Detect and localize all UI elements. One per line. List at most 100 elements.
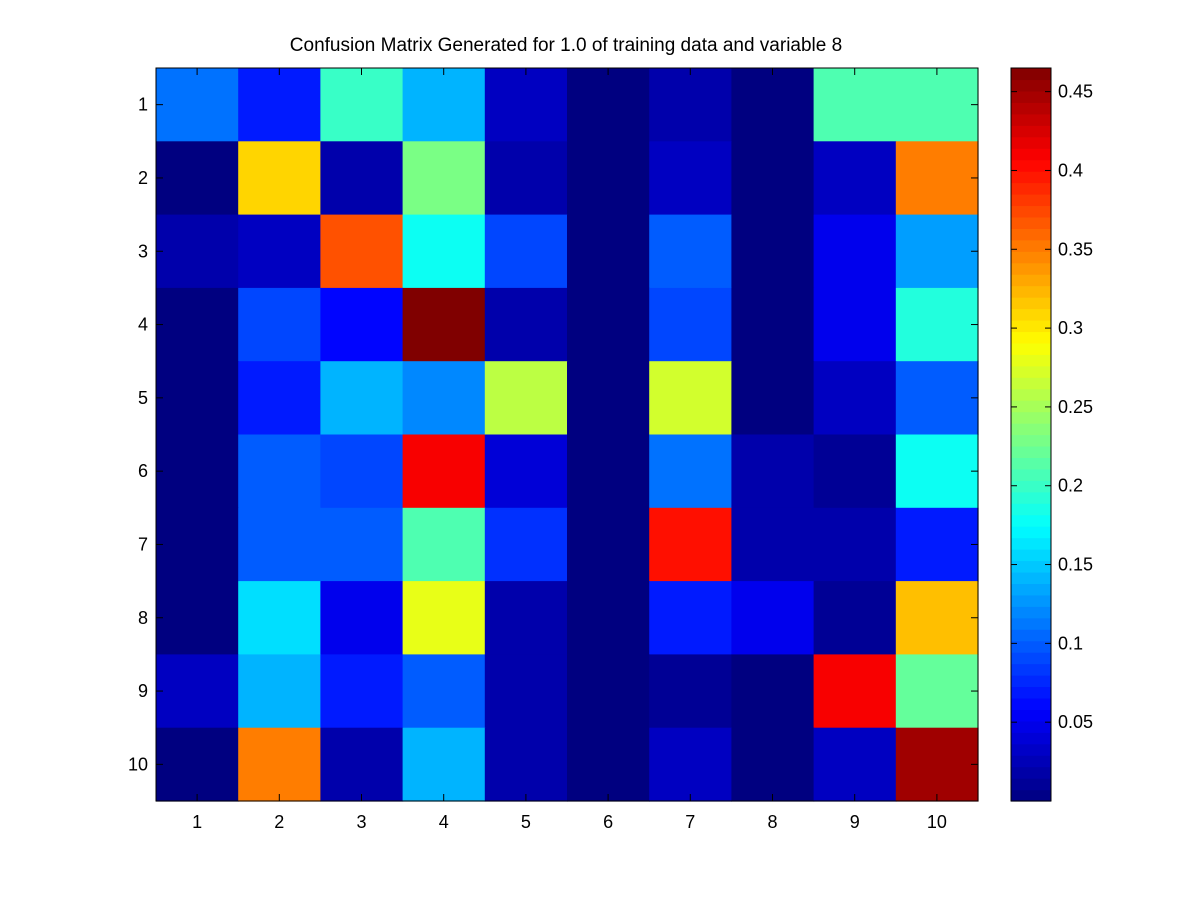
cell-r6-c10 [895, 434, 979, 509]
x-axis-ticks: 1 2 3 4 5 6 7 8 9 10 [192, 68, 947, 832]
cell-r9-c3 [320, 654, 404, 729]
y-tick-label: 3 [138, 241, 148, 261]
cell-r3-c4 [402, 214, 486, 289]
colorbar-segment [1011, 766, 1051, 779]
colorbar-segment [1011, 285, 1051, 298]
x-tick-label: 3 [356, 812, 366, 832]
colorbar-tick-label: 0.3 [1058, 318, 1083, 338]
cell-r8-c2 [238, 581, 321, 655]
colorbar-segment [1011, 652, 1051, 665]
cell-r8-c10 [895, 581, 979, 655]
cell-r6-c9 [813, 434, 897, 509]
colorbar-segment [1011, 331, 1051, 344]
colorbar-segment [1011, 171, 1051, 184]
cell-r3-c8 [731, 214, 815, 289]
cell-r5-c4 [402, 361, 486, 436]
cell-r7-c6 [567, 507, 650, 582]
cell-r10-c7 [649, 727, 732, 802]
colorbar-segment [1011, 400, 1051, 413]
colorbar-frame [1010, 67, 1052, 802]
colorbar-segment [1011, 686, 1051, 699]
colorbar-segment [1011, 709, 1051, 722]
cell-r7-c3 [320, 507, 404, 582]
heatmap-cells [156, 68, 979, 802]
cell-r10-c1 [156, 727, 239, 802]
colorbar-tick-label: 0.25 [1058, 397, 1093, 417]
cell-r9-c2 [238, 654, 321, 729]
cell-r9-c9 [813, 654, 897, 729]
colorbar-tick-label: 0.4 [1058, 160, 1083, 180]
y-tick-label: 10 [128, 754, 148, 774]
colorbar-segment [1011, 182, 1051, 195]
cell-r5-c1 [156, 361, 239, 436]
colorbar-segment [1011, 193, 1051, 207]
cell-r5-c3 [320, 361, 404, 436]
colorbar-segment [1011, 560, 1051, 573]
cell-r8-c3 [320, 581, 404, 655]
cell-r4-c1 [156, 287, 239, 362]
colorbar-segment [1011, 251, 1051, 264]
cell-r8-c7 [649, 581, 732, 655]
colorbar-segment [1011, 113, 1051, 126]
y-tick-label: 8 [138, 608, 148, 628]
cell-r2-c10 [895, 141, 979, 216]
colorbar-segment [1011, 549, 1051, 562]
x-tick-label: 6 [603, 812, 613, 832]
colorbar-segment [1011, 377, 1051, 390]
cell-r7-c7 [649, 507, 732, 582]
cell-r7-c1 [156, 507, 239, 582]
cell-r8-c1 [156, 581, 239, 655]
cell-r8-c9 [813, 581, 897, 655]
cell-r6-c1 [156, 434, 239, 509]
cell-r2-c5 [484, 141, 568, 216]
cell-r9-c5 [484, 654, 568, 729]
colorbar-segment [1011, 365, 1051, 378]
y-tick-label: 6 [138, 461, 148, 481]
colorbar-segment [1011, 274, 1051, 287]
colorbar-segment [1011, 68, 1051, 81]
cell-r6-c6 [567, 434, 650, 509]
cell-r6-c4 [402, 434, 486, 509]
colorbar-segment [1011, 148, 1051, 161]
cell-r8-c8 [731, 581, 815, 655]
cell-r2-c2 [238, 141, 321, 216]
colorbar-segment [1011, 583, 1051, 596]
colorbar-segment [1011, 90, 1051, 103]
y-tick-label: 9 [138, 681, 148, 701]
cell-r3-c10 [895, 214, 979, 289]
colorbar-segment [1011, 262, 1051, 275]
cell-r1-c3 [320, 68, 404, 142]
cell-r5-c7 [649, 361, 732, 436]
cell-r1-c8 [731, 68, 815, 142]
colorbar-segment [1011, 468, 1051, 481]
cell-r7-c10 [895, 507, 979, 582]
x-tick-label: 10 [927, 812, 947, 832]
cell-r6-c8 [731, 434, 815, 509]
colorbar-segment [1011, 239, 1051, 252]
cell-r4-c10 [895, 287, 979, 362]
cell-r2-c7 [649, 141, 732, 216]
x-tick-label: 2 [274, 812, 284, 832]
colorbar-segment [1011, 297, 1051, 310]
cell-r10-c10 [895, 727, 979, 802]
cell-r9-c1 [156, 654, 239, 729]
cell-r10-c8 [731, 727, 815, 802]
colorbar-segment [1011, 228, 1051, 241]
colorbar-tick-label: 0.05 [1058, 712, 1093, 732]
colorbar-segment [1011, 445, 1051, 458]
y-tick-label: 5 [138, 388, 148, 408]
cell-r5-c10 [895, 361, 979, 436]
y-tick-label: 7 [138, 534, 148, 554]
cell-r1-c9 [813, 68, 897, 142]
cell-r5-c8 [731, 361, 815, 436]
cell-r9-c4 [402, 654, 486, 729]
colorbar-segment [1011, 216, 1051, 229]
cell-r4-c2 [238, 287, 321, 362]
cell-r6-c2 [238, 434, 321, 509]
cell-r2-c1 [156, 141, 239, 216]
cell-r9-c8 [731, 654, 815, 729]
cell-r2-c6 [567, 141, 650, 216]
colorbar-segment [1011, 457, 1051, 470]
colorbar-segment [1011, 778, 1051, 791]
cell-r4-c8 [731, 287, 815, 362]
